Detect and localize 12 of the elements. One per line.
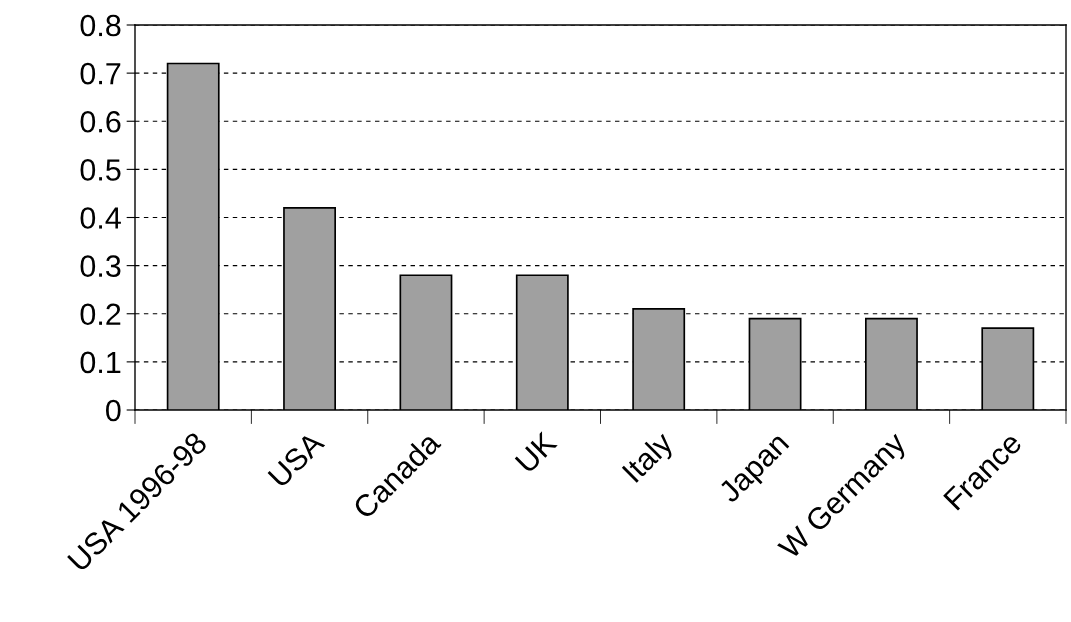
x-tick-label: Italy: [621, 429, 679, 488]
y-tick-label: 0.7: [80, 62, 121, 85]
y-tick-label: 0.8: [80, 14, 121, 37]
x-tick-label: USA: [267, 430, 326, 489]
x-tick-label: UK: [514, 430, 558, 474]
y-tick-label: 0.3: [80, 255, 121, 277]
y-tick-label: 0.1: [80, 351, 121, 374]
y-tick-label: 0.4: [80, 207, 121, 229]
y-tick-label: 0: [106, 399, 121, 422]
y-tick-label: 0.2: [80, 303, 121, 326]
y-tick-label: 0.5: [80, 159, 121, 181]
y-tick-label: 0.6: [80, 110, 121, 133]
